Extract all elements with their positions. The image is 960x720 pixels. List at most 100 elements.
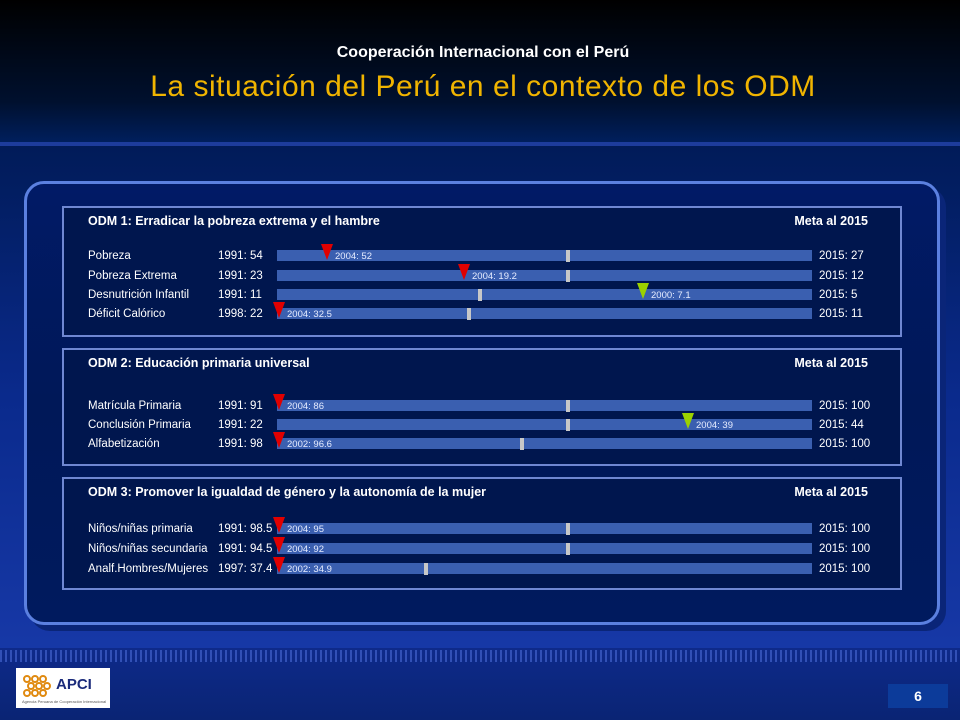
baseline-value: 1991: 22: [218, 419, 263, 431]
off-track-marker-icon: [273, 432, 285, 448]
current-value: 2004: 19.2: [472, 271, 517, 282]
baseline-value: 1991: 98.5: [218, 523, 273, 535]
indicator-label: Alfabetización: [88, 438, 160, 450]
off-track-marker-icon: [321, 244, 333, 260]
apci-logo: APCI Agencia Peruana de Cooperación Inte…: [16, 668, 110, 708]
indicator-row: Desnutrición Infantil 1991: 11 2000: 7.1 20…: [64, 283, 900, 305]
off-track-marker-icon: [273, 394, 285, 410]
baseline-value: 1991: 54: [218, 250, 263, 262]
midpoint-tick: [566, 543, 570, 555]
current-value: 2000: 7.1: [651, 290, 691, 301]
logo-subtext: Agencia Peruana de Cooperación Internaci…: [22, 699, 107, 704]
page-subtitle: Cooperación Internacional con el Perú: [336, 44, 630, 61]
indicator-row: Niños/niñas secundaria 1991: 94.5 2004: 92…: [64, 537, 900, 559]
indicator-label: Pobreza Extrema: [88, 270, 177, 282]
page-number-box: 6: [888, 684, 948, 708]
off-track-marker-icon: [273, 302, 285, 318]
header-divider: [0, 142, 960, 146]
progress-bar: 2000: 7.1: [277, 283, 812, 301]
current-value: 2004: 52: [335, 251, 372, 262]
page-number: 6: [914, 688, 922, 704]
goal-value: 2015: 100: [819, 523, 871, 535]
current-value: 2002: 34.9: [287, 564, 332, 575]
indicator-label: Niños/niñas secundaria: [88, 543, 208, 555]
indicator-row: Déficit Calórico 1998: 22 2004: 32.5 2015: …: [64, 302, 900, 324]
indicator-row: Niños/niñas primaria 1991: 98.5 2004: 95 20…: [64, 517, 900, 539]
baseline-value: 1997: 37.4: [218, 563, 273, 575]
midpoint-tick: [566, 523, 570, 535]
midpoint-tick: [424, 563, 428, 575]
section-odm3: ODM 3: Promover la igualdad de género y …: [62, 477, 902, 590]
current-value: 2004: 32.5: [287, 309, 332, 320]
section-title: ODM 2: Educación primaria universal: [88, 356, 310, 370]
midpoint-tick: [520, 438, 524, 450]
current-value: 2004: 92: [287, 544, 324, 555]
indicator-row: Pobreza 1991: 54 2004: 52 2015: 27: [64, 244, 900, 266]
indicator-label: Niños/niñas primaria: [88, 523, 193, 535]
indicator-row: Pobreza Extrema 1991: 23 2004: 19.2 2015: 1…: [64, 264, 900, 286]
progress-bar: 2004: 86: [273, 394, 812, 412]
section-meta: Meta al 2015: [794, 356, 868, 370]
progress-bar: 2004: 39: [277, 413, 812, 431]
indicator-row: Matrícula Primaria 1991: 91 2004: 86 2015: …: [64, 394, 900, 416]
goal-value: 2015: 44: [819, 419, 864, 431]
current-value: 2004: 86: [287, 401, 324, 412]
section-odm1: ODM 1: Erradicar la pobreza extrema y el…: [62, 206, 902, 337]
current-value: 2004: 39: [696, 420, 733, 431]
goal-value: 2015: 100: [819, 400, 871, 412]
off-track-marker-icon: [458, 264, 470, 280]
section-meta: Meta al 2015: [794, 214, 868, 228]
current-value: 2004: 95: [287, 524, 324, 535]
on-track-marker-icon: [682, 413, 694, 429]
section-title: ODM 3: Promover la igualdad de género y …: [88, 485, 487, 499]
baseline-value: 1991: 91: [218, 400, 263, 412]
goal-value: 2015: 27: [819, 250, 864, 262]
progress-bar: 2004: 32.5: [273, 302, 812, 320]
midpoint-tick: [478, 289, 482, 301]
indicator-label: Analf.Hombres/Mujeres: [88, 563, 209, 575]
section-odm2: ODM 2: Educación primaria universal Meta…: [62, 348, 902, 466]
baseline-value: 1998: 22: [218, 308, 263, 320]
progress-bar: 2004: 95: [273, 517, 812, 535]
off-track-marker-icon: [273, 557, 285, 573]
indicator-row: Analf.Hombres/Mujeres 1997: 37.4 2002: 34.…: [64, 557, 900, 579]
baseline-value: 1991: 94.5: [218, 543, 273, 555]
indicator-label: Pobreza: [88, 250, 131, 262]
baseline-value: 1991: 11: [218, 289, 262, 301]
on-track-marker-icon: [637, 283, 649, 299]
baseline-value: 1991: 98: [218, 438, 263, 450]
goal-value: 2015: 5: [819, 289, 858, 301]
apci-logo-icon: [23, 675, 51, 697]
progress-bar: 2002: 96.6: [273, 432, 812, 450]
off-track-marker-icon: [273, 517, 285, 533]
footer-stripe: [0, 650, 960, 662]
indicator-row: Alfabetización 1991: 98 2002: 96.6 2015: 10…: [64, 432, 900, 454]
progress-bar: 2002: 34.9: [273, 557, 812, 575]
midpoint-tick: [467, 308, 471, 320]
progress-bar: 2004: 92: [273, 537, 812, 555]
goal-value: 2015: 11: [819, 308, 863, 320]
header: [0, 0, 960, 145]
midpoint-tick: [566, 250, 570, 262]
current-value: 2002: 96.6: [287, 439, 332, 450]
page-title: La situación del Perú en el contexto de …: [150, 70, 816, 103]
progress-bar: 2004: 19.2: [277, 264, 812, 282]
midpoint-tick: [566, 400, 570, 412]
indicator-label: Conclusión Primaria: [88, 419, 191, 431]
indicator-row: Conclusión Primaria 1991: 22 2004: 39 2015:…: [64, 413, 900, 435]
goal-value: 2015: 100: [819, 543, 871, 555]
progress-bar: 2004: 52: [277, 244, 812, 262]
baseline-value: 1991: 23: [218, 270, 263, 282]
indicator-label: Matrícula Primaria: [88, 400, 182, 412]
midpoint-tick: [566, 419, 570, 431]
section-meta: Meta al 2015: [794, 485, 868, 499]
indicator-label: Déficit Calórico: [88, 308, 166, 320]
goal-value: 2015: 12: [819, 270, 864, 282]
logo-text: APCI: [56, 676, 92, 693]
indicator-label: Desnutrición Infantil: [88, 289, 189, 301]
goal-value: 2015: 100: [819, 438, 871, 450]
section-title: ODM 1: Erradicar la pobreza extrema y el…: [88, 214, 380, 228]
goal-value: 2015: 100: [819, 563, 871, 575]
midpoint-tick: [566, 270, 570, 282]
off-track-marker-icon: [273, 537, 285, 553]
